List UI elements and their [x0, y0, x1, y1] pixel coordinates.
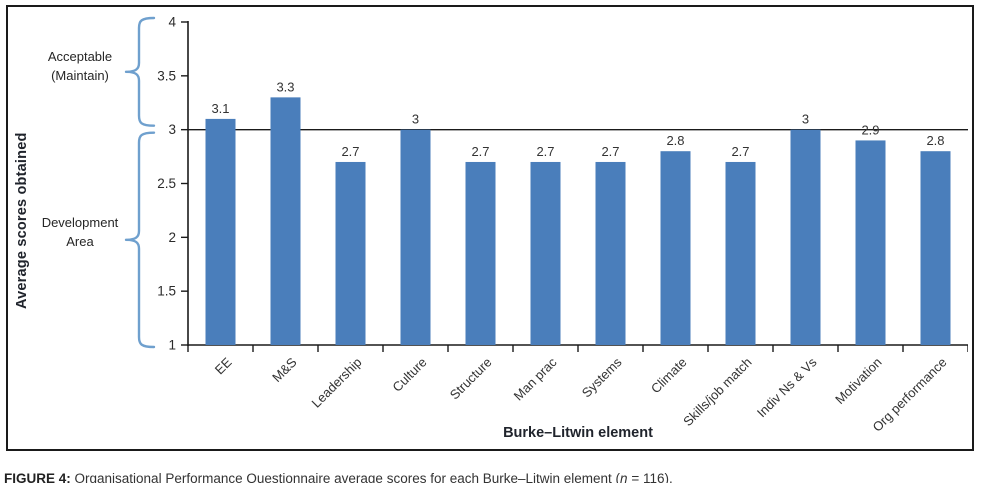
- bar: [790, 129, 821, 345]
- figure-caption-n: n: [620, 470, 628, 483]
- x-category-label: Leadership: [309, 355, 365, 411]
- x-category-label: Skills/job match: [680, 355, 754, 429]
- bar-value-label: 3.3: [276, 79, 294, 94]
- figure-caption-label: FIGURE 4:: [4, 470, 71, 483]
- region-label-development-line2: Area: [66, 234, 94, 249]
- x-axis-title: Burke–Litwin element: [503, 425, 653, 441]
- bar-value-label: 2.8: [926, 133, 944, 148]
- bar-value-label: 2.7: [341, 144, 359, 159]
- y-tick-label: 1: [168, 338, 176, 353]
- bar-value-label: 2.7: [601, 144, 619, 159]
- chart-frame: 1 1.5 2 2.5 3 3.5 4 3.1 EE 3.3 M&S 2.7 Leadership 3 Cu…: [6, 5, 974, 451]
- region-label-acceptable-line2: (Maintain): [51, 68, 109, 83]
- bar-value-label: 3: [412, 112, 419, 127]
- bar: [335, 161, 366, 345]
- x-category-label: Climate: [648, 355, 690, 397]
- y-tick-label: 2.5: [157, 176, 176, 191]
- y-tick-label: 2: [168, 230, 176, 245]
- bar-chart: 1 1.5 2 2.5 3 3.5 4 3.1 EE 3.3 M&S 2.7 Leadership 3 Cu…: [124, 15, 968, 435]
- bar-value-label: 2.7: [536, 144, 554, 159]
- bar-value-label: 2.9: [861, 122, 879, 137]
- bar: [465, 161, 496, 345]
- x-category-label: M&S: [269, 354, 300, 385]
- bar-value-label: 3.1: [211, 101, 229, 116]
- x-category-label: EE: [212, 354, 235, 377]
- bar: [725, 161, 756, 345]
- region-label-acceptable: Acceptable (Maintain): [32, 47, 128, 85]
- bar-value-label: 2.7: [731, 144, 749, 159]
- y-tick-label: 1.5: [157, 284, 176, 299]
- bar-value-label: 2.8: [666, 133, 684, 148]
- x-category-label: Motivation: [832, 355, 885, 408]
- region-label-development: Development Area: [32, 213, 128, 251]
- region-label-acceptable-line1: Acceptable: [47, 49, 113, 64]
- bar: [595, 161, 626, 345]
- x-category-label: Systems: [579, 354, 625, 400]
- x-category-label: Man prac: [511, 354, 560, 403]
- bar: [400, 129, 431, 345]
- figure-caption: FIGURE 4: Organisational Performance Que…: [4, 471, 980, 483]
- bar: [205, 118, 236, 346]
- x-category-label: Culture: [389, 355, 429, 395]
- figure-caption-body: Organisational Performance Questionnaire…: [70, 470, 621, 483]
- acceptable-region-brace: [124, 16, 156, 127]
- bar: [660, 151, 691, 345]
- bar: [855, 140, 886, 345]
- y-tick-label: 4: [168, 15, 176, 30]
- y-tick-label: 3.5: [157, 68, 176, 83]
- bar-value-label: 2.7: [471, 144, 489, 159]
- development-region-brace: [124, 131, 156, 349]
- bar: [530, 161, 561, 345]
- bar: [920, 151, 951, 345]
- figure-caption-tail: = 116).: [627, 470, 673, 483]
- x-category-label: Structure: [447, 355, 495, 403]
- x-category-label: Indiv Ns & Vs: [754, 354, 820, 420]
- region-label-development-line1: Development: [41, 215, 119, 230]
- bar-value-label: 3: [802, 112, 809, 127]
- y-tick-label: 3: [168, 122, 176, 137]
- bar: [270, 97, 301, 345]
- y-axis-title: Average scores obtained: [14, 132, 30, 309]
